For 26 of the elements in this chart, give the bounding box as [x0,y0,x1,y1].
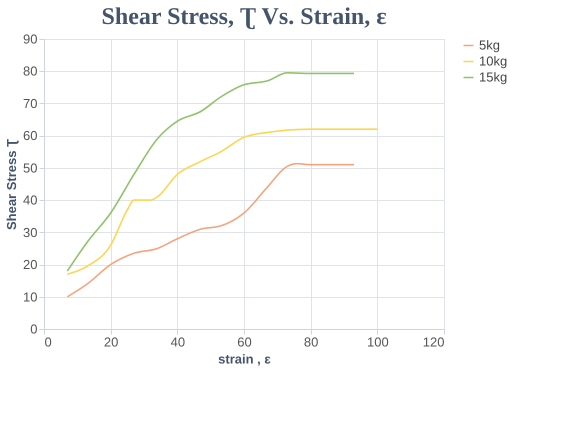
y-tick-label: 90 [23,32,38,46]
x-tick-label: 40 [170,334,186,350]
x-tick-label: 0 [44,334,52,350]
x-tick-label: 120 [422,334,444,350]
legend-label: 15kg [479,70,508,84]
x-axis-title: strain , ɛ [218,352,272,366]
chart-title: Shear Stress, Ʈ Vs. Strain, ɛ [102,4,386,30]
legend-label: 10kg [479,54,508,68]
line-series [66,162,355,298]
legend-label: 5kg [479,38,500,52]
y-tick-label: 40 [23,192,38,208]
line-series [66,72,355,272]
y-tick-label: 0 [30,322,38,336]
x-tick-label: 60 [237,334,252,350]
y-tick-label: 70 [23,96,38,111]
y-tick-label: 80 [23,64,38,79]
x-tick-label: 20 [104,334,118,350]
y-tick-label: 10 [23,289,38,304]
y-tick-label: 30 [23,224,38,240]
y-tick-label: 50 [23,160,38,176]
x-tick-label: 100 [366,334,389,350]
y-axis-title: Shear Stress Ʈ [4,138,20,230]
x-tick-label: 80 [304,334,318,350]
y-tick-label: 60 [23,128,38,144]
y-tick-label: 20 [23,257,38,272]
line-series [66,128,378,276]
